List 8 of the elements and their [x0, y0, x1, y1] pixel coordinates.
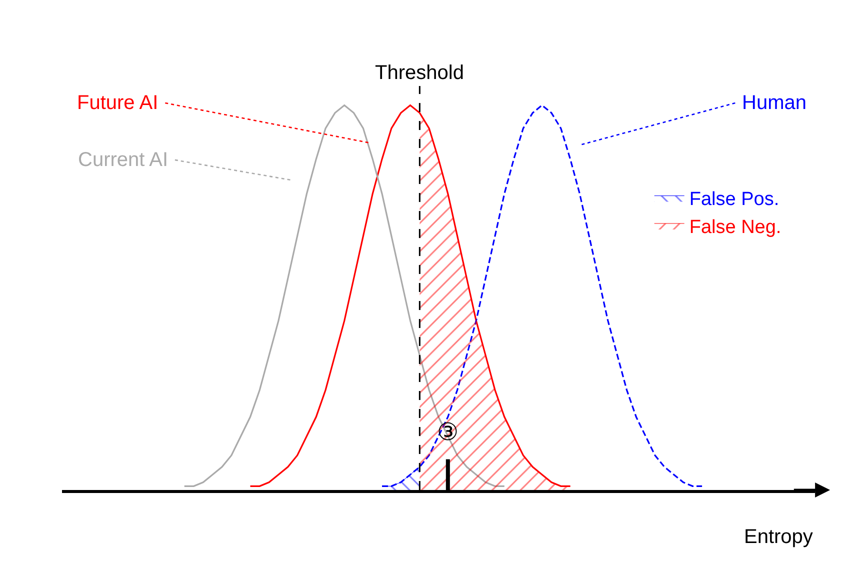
legend-label: False Neg. [689, 216, 782, 238]
text: Threshold [375, 62, 464, 84]
annotation: ③ [437, 419, 459, 446]
text: Human [742, 92, 806, 114]
text: Current AI [78, 149, 168, 171]
x-axis-title: Entropy [744, 526, 813, 548]
legend-label: False Pos. [689, 189, 780, 210]
text: Future AI [77, 92, 158, 114]
